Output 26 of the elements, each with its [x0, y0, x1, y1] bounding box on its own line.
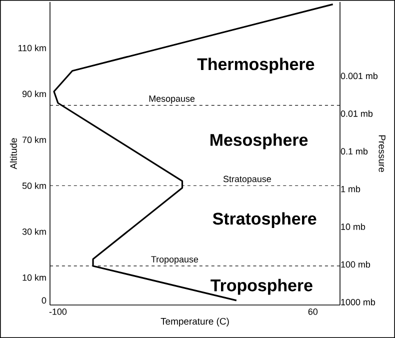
y2-tick-label: 1000 mb — [341, 298, 376, 306]
y2-tick-label: 1 mb — [341, 186, 360, 192]
y-tick-label: 30 km — [22, 228, 46, 235]
y-tick-label: 90 km — [22, 90, 46, 98]
y-tick-label: 110 km — [18, 44, 46, 52]
y-tick-label: 0 — [42, 297, 46, 304]
y-tick-label: 70 km — [22, 136, 46, 144]
x-tick-label: 60 — [308, 308, 318, 315]
y-axis-title: Altitude — [10, 138, 17, 170]
ref-line-label: Stratopause — [223, 176, 271, 184]
y2-tick-label: 0.1 mb — [340, 148, 368, 155]
annotation: Stratosphere — [212, 212, 316, 228]
ref-line-label: Mesopause — [149, 96, 195, 104]
annotation: Troposphere — [210, 278, 312, 295]
annotation: Thermosphere — [197, 58, 314, 74]
y-tick-label: 50 km — [22, 182, 46, 189]
x-axis-title: Temperature (C) — [160, 318, 229, 327]
y2-axis-title: Pressure — [378, 135, 386, 172]
annotation: Mesosphere — [210, 133, 308, 150]
y2-tick-label: 0.001 mb — [340, 72, 378, 80]
ref-line-label: Tropopause — [151, 256, 198, 264]
y2-tick-label: 10 mb — [341, 223, 366, 230]
y2-tick-label: 0.01 mb — [340, 110, 373, 117]
x-tick-label: -100 — [49, 308, 67, 315]
y2-tick-label: 100 mb — [341, 261, 370, 268]
y-tick-label: 10 km — [22, 274, 46, 281]
